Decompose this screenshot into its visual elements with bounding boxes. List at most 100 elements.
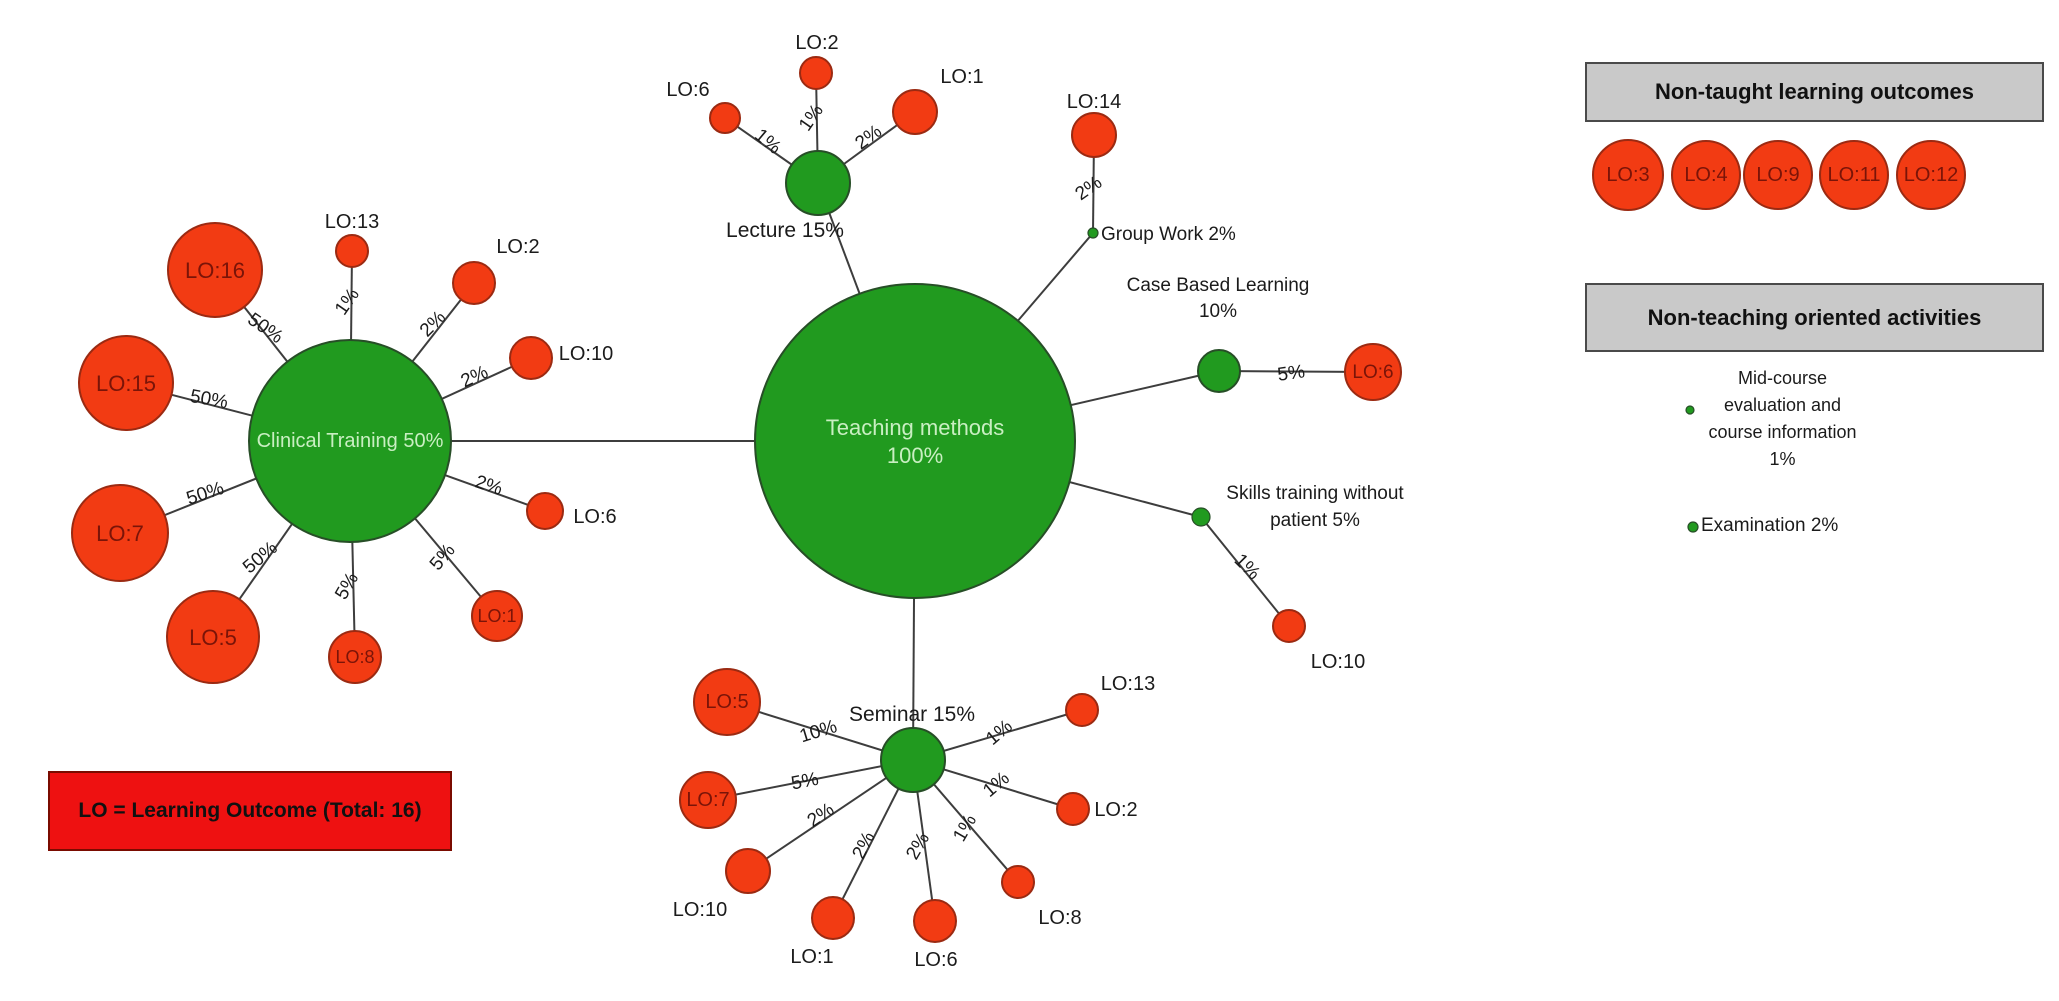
edge-label-seminar-lo6s: 2% [902, 829, 934, 863]
node-exam-dot-circle [1687, 521, 1699, 533]
node-lo13c-circle [335, 234, 369, 268]
node-lo8c-circle [328, 630, 382, 684]
edge-label-clinical-lo2c: 2% [416, 307, 450, 341]
node-lo5s-label: LO:5 [705, 691, 748, 713]
node-lo16-circle [167, 222, 263, 318]
node-lo2c-circle [452, 261, 496, 305]
node-lo1l-label: LO:1 [940, 66, 983, 88]
node-lo2l-label: LO:2 [795, 32, 838, 54]
edge-label-clinical-lo10c: 2% [458, 362, 492, 393]
node-midcourse-dot-circle [1685, 405, 1695, 415]
node-lo1c-label: LO:1 [477, 606, 516, 626]
node-clinical-circle [248, 339, 452, 543]
edge-label-clinical-lo13c: 1% [331, 284, 364, 319]
node-seminar-circle [880, 727, 946, 793]
edge-label-lecture-lo2l: 1% [795, 100, 828, 135]
node-lo8s-circle [1001, 865, 1035, 899]
node-lo1s-circle [811, 896, 855, 940]
edge-label-lecture-lo6l: 1% [750, 125, 785, 159]
edge-label-clinical-lo8c: 5% [331, 569, 363, 603]
node-lo7s-circle [679, 771, 737, 829]
node-lo1s-label: LO:1 [790, 946, 833, 968]
edge-label-seminar-lo13s: 1% [982, 716, 1017, 750]
node-groupwork-label: Group Work 2% [1101, 224, 1236, 245]
edge-label-clinical-lo1c: 5% [426, 540, 460, 575]
node-lo11n-label: LO:11 [1828, 164, 1881, 186]
node-lecture-label: Lecture 15% [726, 219, 844, 242]
node-seminar-label: Seminar 15% [849, 703, 975, 726]
node-lecture-circle [785, 150, 851, 216]
node-lo1l-circle [892, 89, 938, 135]
node-lo2s-circle [1056, 792, 1090, 826]
node-lo11n-circle [1819, 140, 1889, 210]
learning-outcome-legend: LO = Learning Outcome (Total: 16) [48, 771, 452, 851]
node-lo8c-label: LO:8 [335, 647, 374, 667]
node-lo14-label: LO:14 [1067, 91, 1121, 113]
edge-label-seminar-lo10s: 2% [804, 799, 839, 832]
node-lo12n-label: LO:12 [1904, 164, 1958, 186]
node-lo13s-label: LO:13 [1101, 673, 1155, 695]
node-lo6l-label: LO:6 [666, 79, 709, 101]
edge-seminar-lo10s [747, 759, 914, 872]
edge-label-cbl-lo6cb: 5% [1276, 361, 1306, 386]
node-lo15-label: LO:15 [96, 371, 156, 396]
node-lo6l-circle [709, 102, 741, 134]
node-lo6cb-label: LO:6 [1352, 362, 1393, 383]
node-lo6cb-circle [1344, 343, 1402, 401]
node-lo6c-circle [526, 492, 564, 530]
node-lo10c-circle [509, 336, 553, 380]
node-lo5s-circle [693, 668, 761, 736]
edge-label-skills-lo10sk: 1% [1230, 550, 1264, 584]
node-lo2l-circle [799, 56, 833, 90]
node-lo15-circle [78, 335, 174, 431]
edge-label-seminar-lo5s: 10% [797, 716, 840, 747]
node-lo9n-label: LO:9 [1756, 164, 1799, 186]
edge-label-seminar-lo7s: 5% [789, 769, 820, 795]
node-skills-circle [1191, 507, 1211, 527]
node-lo10sk-circle [1272, 609, 1306, 643]
node-lo14-circle [1071, 112, 1117, 158]
node-lo3n-label: LO:3 [1606, 164, 1649, 186]
node-groupwork-circle [1087, 227, 1099, 239]
node-lo13c-label: LO:13 [325, 211, 379, 233]
node-lo16-label: LO:16 [185, 258, 245, 283]
node-lo10s-label: LO:10 [673, 899, 727, 921]
node-lo2s-label: LO:2 [1094, 799, 1137, 821]
node-lo7c-label: LO:7 [96, 521, 144, 546]
non-teaching-activities-header: Non-teaching oriented activities [1585, 283, 2044, 352]
node-lo3n-circle [1592, 139, 1664, 211]
edge-label-seminar-lo2s: 1% [979, 768, 1014, 802]
node-cbl-circle [1197, 349, 1241, 393]
edge-label-clinical-lo7c: 50% [184, 478, 227, 510]
mid-course-evaluation-label: Mid-course evaluation and course informa… [1708, 368, 1857, 469]
edge-label-seminar-lo8s: 1% [949, 811, 981, 845]
edge-seminar-lo7s [707, 759, 914, 801]
node-lo6s-circle [913, 899, 957, 943]
non-taught-outcomes-header: Non-taught learning outcomes [1585, 62, 2044, 122]
node-lo10sk-label: LO:10 [1311, 651, 1365, 673]
edge-label-lo14-groupwork: 2% [1072, 172, 1107, 205]
node-teaching-circle [754, 283, 1076, 599]
edge-label-clinical-lo15: 50% [188, 386, 229, 413]
node-lo1c-circle [471, 590, 523, 642]
edge-label-clinical-lo5c: 50% [239, 537, 282, 578]
node-clinical-label: Clinical Training 50% [257, 430, 444, 452]
node-lo9n-circle [1743, 140, 1813, 210]
node-lo5c-circle [166, 590, 260, 684]
node-lo13s-circle [1065, 693, 1099, 727]
edge-label-lecture-lo1l: 2% [851, 121, 886, 154]
node-lo4n-label: LO:4 [1684, 164, 1727, 186]
node-lo7s-label: LO:7 [686, 789, 729, 811]
node-lo6s-label: LO:6 [914, 949, 957, 971]
node-skills-label: Skills training without patient 5% [1226, 483, 1404, 531]
node-lo12n-circle [1896, 140, 1966, 210]
node-lo2c-label: LO:2 [496, 236, 539, 258]
node-teaching-label: Teaching methods 100% [826, 415, 1005, 468]
node-lo10c-label: LO:10 [559, 343, 613, 365]
node-lo6c-label: LO:6 [573, 506, 616, 528]
node-lo7c-circle [71, 484, 169, 582]
edge-skills-lo10sk [1200, 516, 1290, 627]
node-lo4n-circle [1671, 140, 1741, 210]
